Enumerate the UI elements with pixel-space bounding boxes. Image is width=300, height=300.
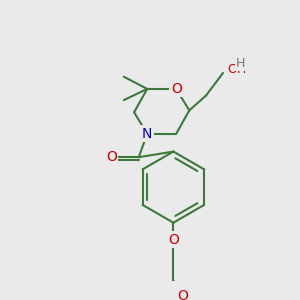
- Text: H: H: [236, 57, 245, 70]
- Text: O: O: [177, 289, 188, 300]
- Text: O: O: [171, 82, 182, 96]
- Text: OH: OH: [228, 63, 247, 76]
- Text: N: N: [142, 127, 152, 141]
- Text: O: O: [106, 150, 117, 164]
- Text: O: O: [168, 232, 179, 247]
